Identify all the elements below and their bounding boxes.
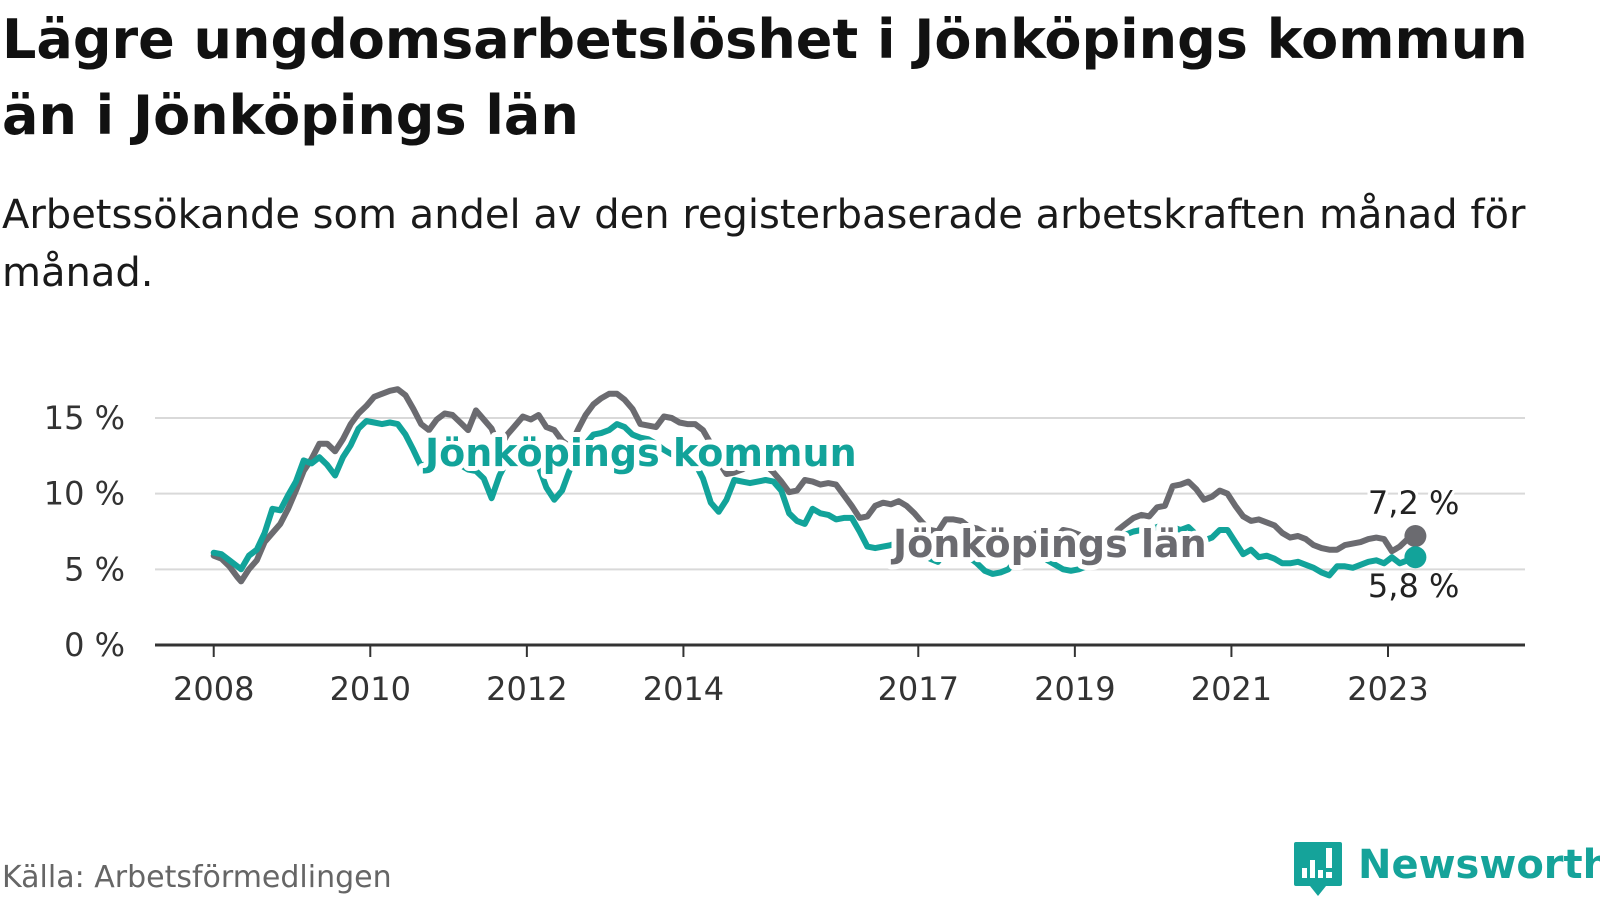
source-note: Källa: Arbetsförmedlingen xyxy=(2,860,392,895)
x-tick-label: 2017 xyxy=(878,670,959,708)
end-label-lan: 7,2 % xyxy=(1368,484,1459,522)
x-tick-label: 2021 xyxy=(1191,670,1272,708)
y-tick-label: 0 % xyxy=(64,626,125,664)
series-line-kommun xyxy=(210,418,1419,579)
series-label-lan: Jönköpings län xyxy=(890,522,1207,566)
x-tick-label: 2008 xyxy=(173,670,254,708)
end-point-kommun xyxy=(1404,546,1427,569)
x-tick-label: 2012 xyxy=(486,670,567,708)
newsworthy-brand: Newsworthy xyxy=(1358,842,1600,888)
series-line-lan xyxy=(210,386,1419,585)
end-label-kommun: 5,8 % xyxy=(1368,567,1459,605)
newsworthy-logo-icon xyxy=(1294,842,1342,896)
chart-title: Lägre ungdomsarbetslöshet i Jönköpings k… xyxy=(2,8,1528,147)
x-tick-label: 2010 xyxy=(330,670,411,708)
y-tick-label: 15 % xyxy=(44,399,125,437)
series xyxy=(210,386,1427,585)
y-tick-label: 5 % xyxy=(64,550,125,588)
axes: 0 % 5 % 10 % 15 % 2008 2010 2012 2014 2017 2019 20… xyxy=(44,399,1525,708)
chart-subtitle: Arbetssökande som andel av den registerb… xyxy=(2,192,1526,296)
y-tick-label: 10 % xyxy=(44,475,125,513)
labels: Jönköpings kommun Jönköpings län 7,2 % 5,8 … xyxy=(417,426,1462,608)
x-tick-label: 2023 xyxy=(1347,670,1428,708)
series-label-kommun: Jönköpings kommun xyxy=(422,431,857,475)
x-tick-label: 2014 xyxy=(643,670,724,708)
x-tick-label: 2019 xyxy=(1034,670,1115,708)
end-point-lan xyxy=(1404,525,1427,548)
